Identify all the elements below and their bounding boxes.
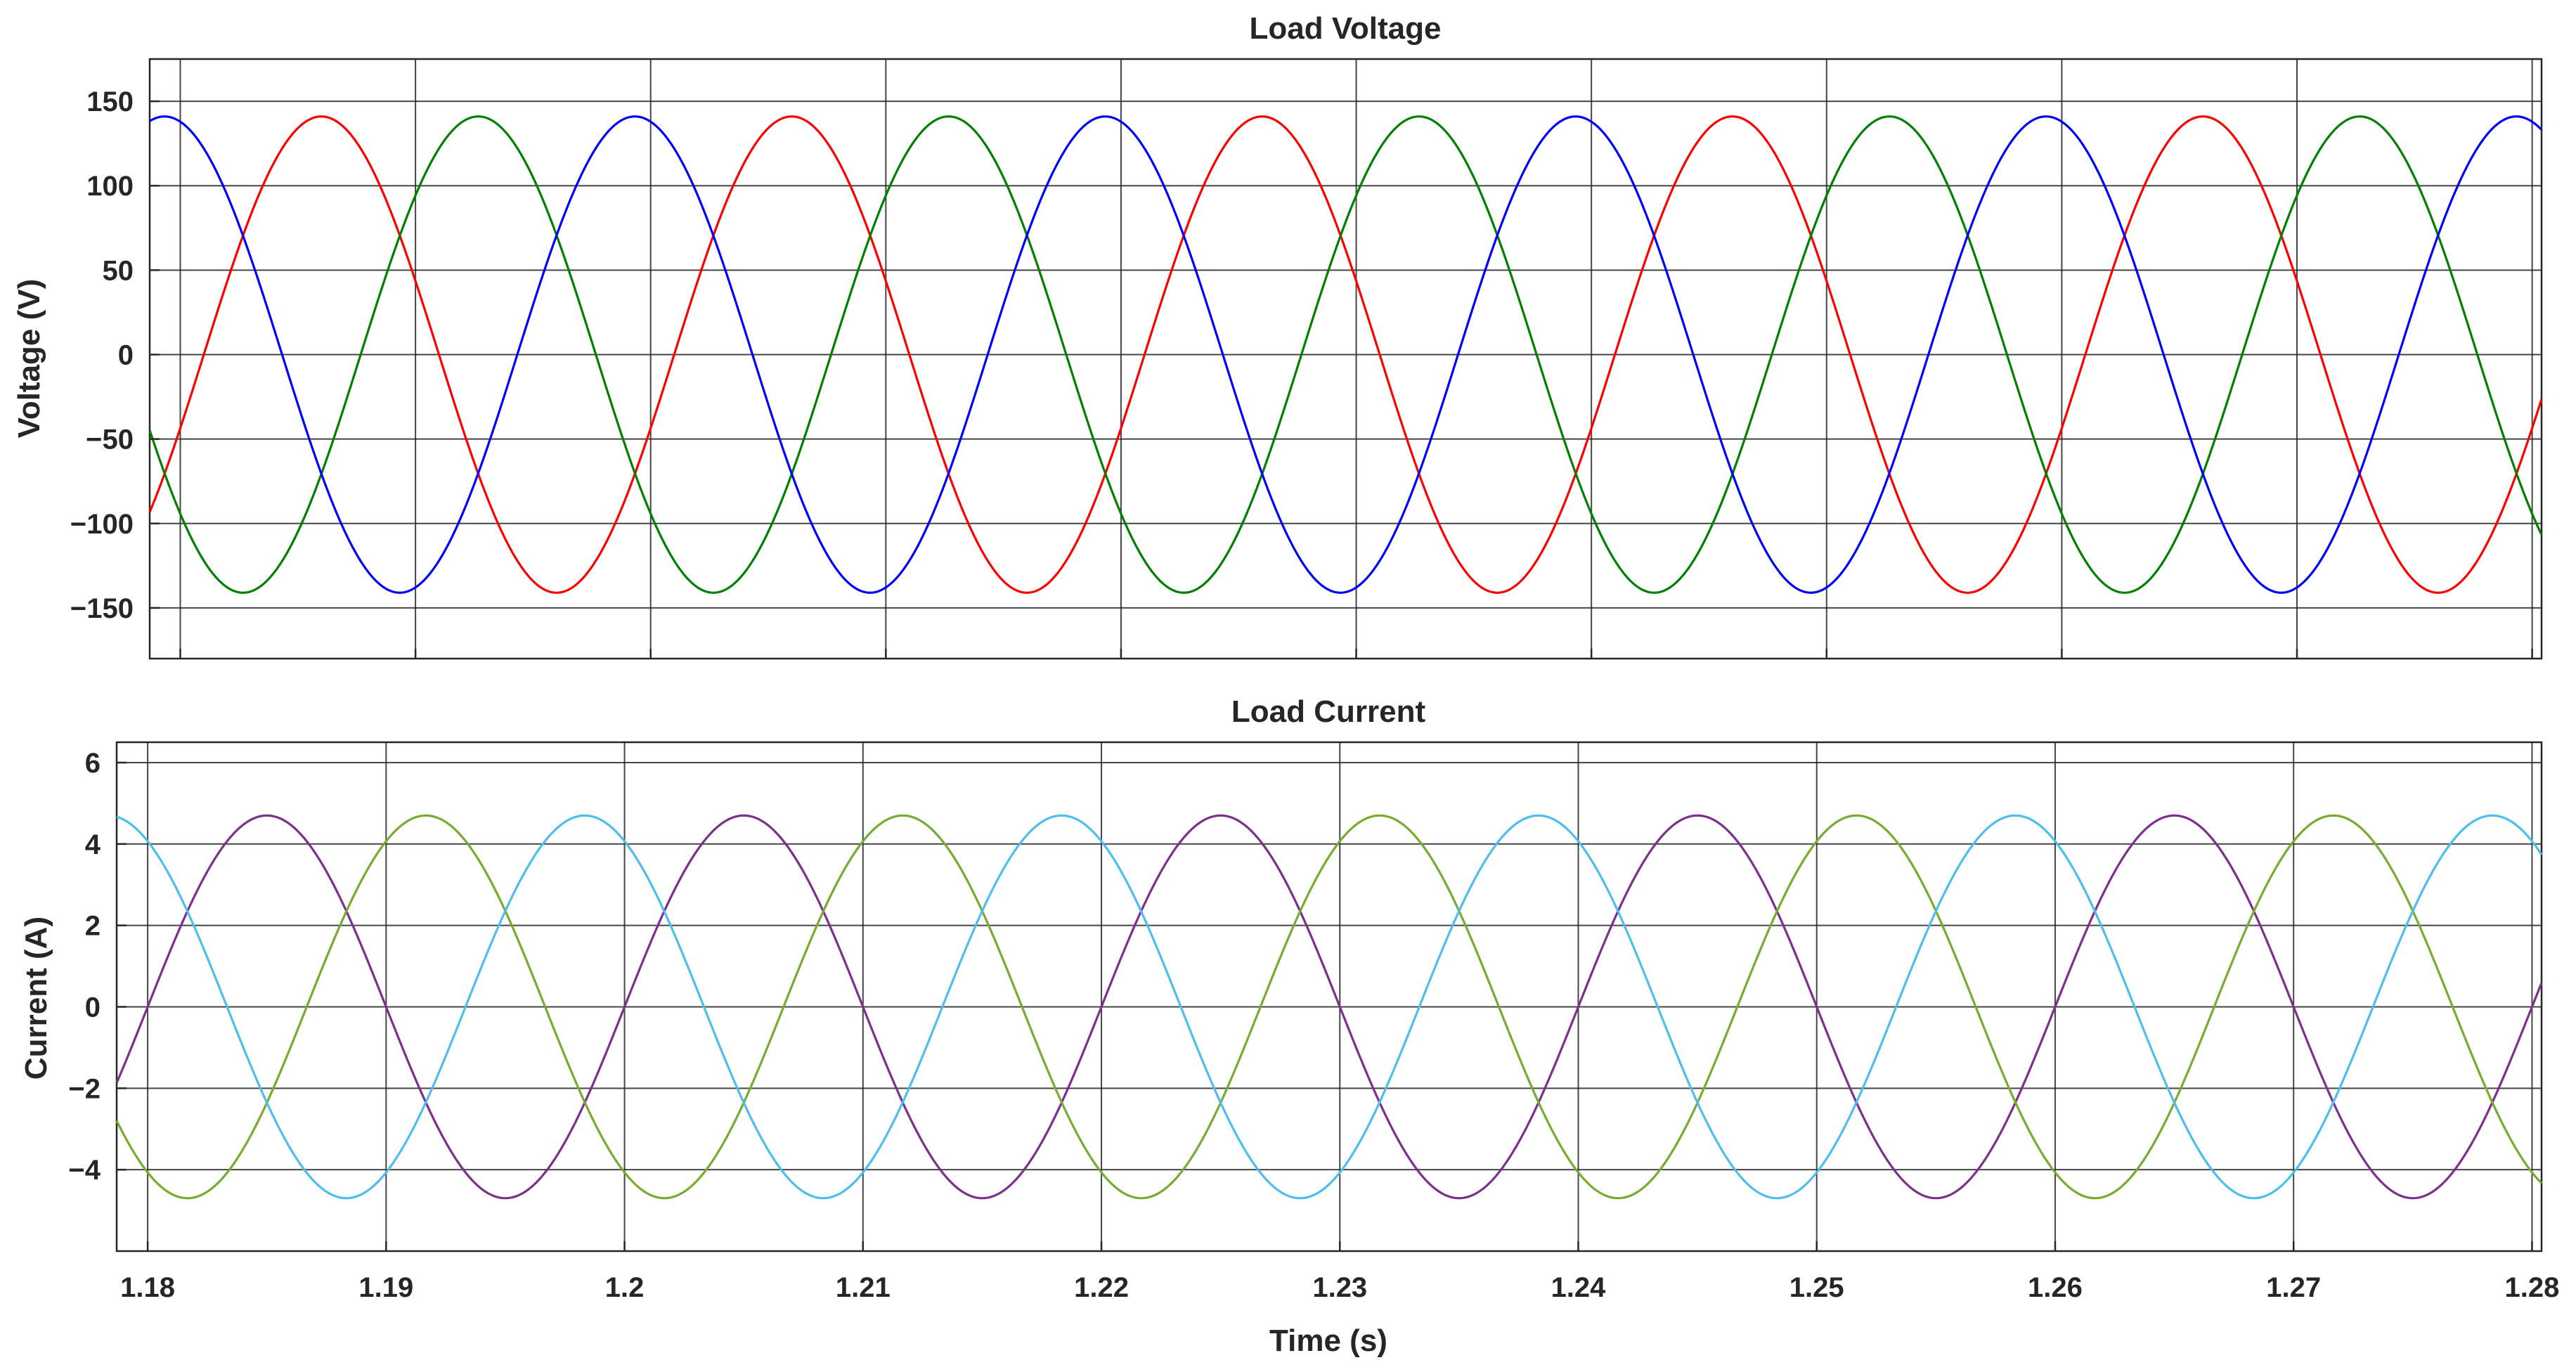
current-series-line-2	[115, 814, 2543, 1200]
current-y-tick-label: 4	[85, 829, 101, 860]
voltage-series-line-1	[148, 115, 2543, 594]
current-plot-area	[115, 741, 2543, 1253]
current-series-line-1	[115, 814, 2543, 1200]
current-x-tick-label: 1.23	[1312, 1272, 1367, 1303]
current-y-tick-label: 0	[85, 992, 101, 1023]
current-series	[115, 814, 2543, 1200]
current-panel: −4 −2 0 2 4 6 1.18 1.19 1.2 1.21 1.22 1.23 1.24 1.25…	[19, 694, 2559, 1358]
current-x-ticks: 1.18 1.19 1.2 1.21 1.22 1.23 1.24 1.25 1.26 1.27 1…	[120, 1241, 2559, 1303]
voltage-gridlines	[150, 59, 2542, 659]
voltage-y-ticks: −150 −100 −50 0 50 100 150	[70, 86, 160, 624]
current-x-tick-label: 1.24	[1551, 1272, 1607, 1303]
voltage-y-tick-label: 50	[103, 255, 134, 286]
current-x-tick-label: 1.25	[1789, 1272, 1844, 1303]
current-y-tick-label: −2	[68, 1073, 101, 1104]
voltage-y-tick-label: 100	[86, 171, 134, 202]
voltage-panel: −150 −100 −50 0 50 100 150 Load Voltage Voltag…	[12, 11, 2543, 660]
current-series-line-3	[116, 814, 2543, 1200]
current-x-tick-label: 1.28	[2505, 1272, 2560, 1303]
current-y-tick-label: 6	[85, 748, 101, 779]
voltage-y-axis-label: Voltage (V)	[12, 279, 46, 439]
voltage-x-ticks	[179, 649, 2533, 659]
current-x-tick-label: 1.27	[2266, 1272, 2321, 1303]
x-axis-label: Time (s)	[1269, 1324, 1387, 1358]
current-y-tick-label: −4	[68, 1155, 101, 1186]
voltage-series	[148, 115, 2543, 594]
current-x-tick-label: 1.22	[1074, 1272, 1129, 1303]
voltage-plot-area	[148, 58, 2543, 660]
current-x-tick-label: 1.2	[605, 1272, 645, 1303]
current-gridlines	[117, 742, 2542, 1251]
voltage-chart-title: Load Voltage	[1250, 11, 1442, 46]
current-x-tick-label: 1.18	[120, 1272, 175, 1303]
current-y-ticks: −4 −2 0 2 4 6	[68, 748, 127, 1186]
current-y-axis-label: Current (A)	[19, 917, 53, 1080]
voltage-y-tick-label: 150	[86, 86, 134, 117]
voltage-series-line-2	[148, 115, 2543, 594]
current-x-tick-label: 1.19	[358, 1272, 413, 1303]
voltage-y-tick-label: −100	[70, 509, 134, 540]
voltage-y-tick-label: −50	[86, 425, 134, 455]
voltage-y-tick-label: 0	[118, 339, 134, 370]
current-chart-title: Load Current	[1231, 694, 1426, 729]
current-y-tick-label: 2	[85, 911, 101, 942]
voltage-series-line-3	[149, 115, 2543, 594]
current-x-tick-label: 1.21	[836, 1272, 891, 1303]
current-x-tick-label: 1.26	[2028, 1272, 2083, 1303]
voltage-y-tick-label: −150	[70, 593, 134, 624]
